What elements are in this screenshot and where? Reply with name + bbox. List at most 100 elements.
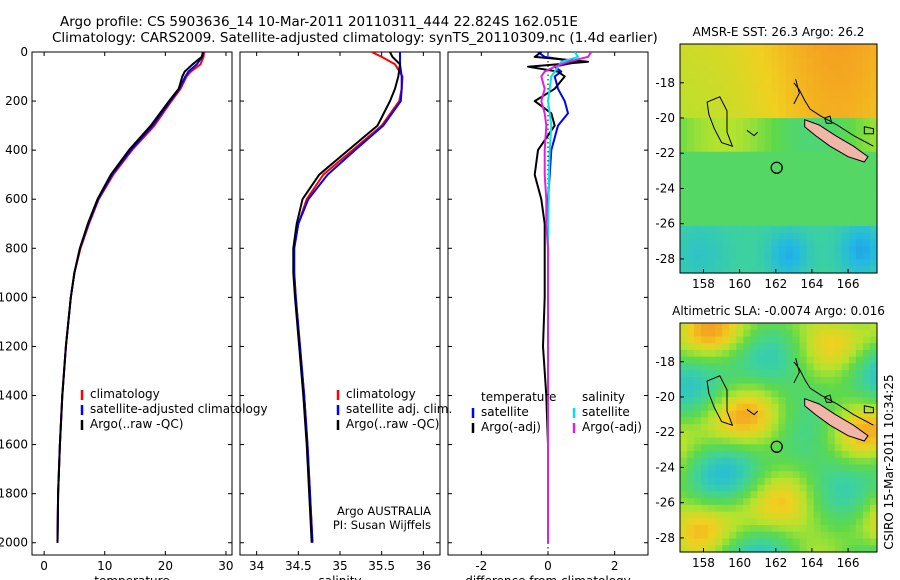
map-cell <box>799 343 808 351</box>
map-cell <box>764 376 773 385</box>
map-cell <box>680 498 688 506</box>
map-cell <box>771 131 780 139</box>
map-cell <box>778 457 787 466</box>
map-cell <box>722 131 730 139</box>
map-cell <box>750 185 758 193</box>
map-cell <box>862 259 871 267</box>
map-cell <box>785 484 794 492</box>
map-cell <box>855 457 864 466</box>
map-cell <box>841 91 850 99</box>
map-cell <box>771 70 780 79</box>
map-cell <box>764 518 773 526</box>
map-cell <box>834 212 843 220</box>
map-cell <box>708 84 716 92</box>
map-cell <box>855 323 864 331</box>
map-cell <box>862 531 871 540</box>
map-cell <box>869 219 878 227</box>
map-cell <box>848 91 857 99</box>
map-cell <box>827 185 836 193</box>
map-cell <box>729 430 737 439</box>
map-cell <box>778 219 787 227</box>
map-cell <box>799 397 808 405</box>
map-cell <box>736 225 744 234</box>
map-cell <box>764 97 773 106</box>
map-cell <box>764 525 773 533</box>
map-cell <box>750 64 758 72</box>
map-cell <box>687 205 695 213</box>
map-cell <box>820 525 829 533</box>
map-cell <box>862 266 871 274</box>
map-cell <box>722 84 730 92</box>
map-cell <box>680 323 688 331</box>
map-cell <box>687 91 695 99</box>
map-cell <box>841 104 850 112</box>
map-cell <box>785 525 794 533</box>
map-cell <box>687 124 695 133</box>
map-cell <box>792 266 801 274</box>
map-cell <box>855 477 864 486</box>
map-cell <box>799 246 808 254</box>
map-cell <box>750 138 758 146</box>
map-cell <box>827 525 836 533</box>
map-cell <box>743 464 751 472</box>
map-cell <box>680 266 688 274</box>
map-cell <box>771 471 780 479</box>
map-cell <box>750 390 758 398</box>
map-cell <box>694 246 702 254</box>
map-cell <box>715 259 723 267</box>
map-cell <box>701 84 709 92</box>
map-cell <box>862 484 871 492</box>
map-cell <box>715 77 723 86</box>
map-cell <box>687 511 695 519</box>
map-cell <box>764 185 773 193</box>
map-cell <box>813 383 822 391</box>
map-cell <box>869 266 878 274</box>
map-cell <box>764 198 773 207</box>
map-cell <box>792 403 801 412</box>
map-cell <box>722 205 730 213</box>
map-cell <box>736 437 744 445</box>
map-cell <box>729 349 737 358</box>
map-cell <box>715 410 723 418</box>
map-cell <box>848 545 857 553</box>
map-cell <box>799 444 808 452</box>
map-cell <box>869 205 878 213</box>
map-cell <box>715 131 723 139</box>
map-cell <box>778 118 787 126</box>
map-cell <box>687 323 695 331</box>
map-cell <box>848 397 857 405</box>
map-cell <box>715 178 723 187</box>
map-cell <box>806 498 815 506</box>
map-cell <box>855 376 864 385</box>
map-cell <box>687 424 695 432</box>
map-cell <box>813 246 822 254</box>
map-cell <box>771 376 780 385</box>
map-cell <box>680 259 688 267</box>
map-cell <box>736 171 744 180</box>
map-cell <box>841 464 850 472</box>
map-cell <box>694 457 702 466</box>
map-cell <box>778 124 787 133</box>
map-cell <box>869 138 878 146</box>
map-cell <box>799 104 808 112</box>
map-cell <box>764 225 773 234</box>
map-cell <box>736 511 744 519</box>
temperature-frame <box>31 51 233 556</box>
map-cell <box>855 545 864 553</box>
map-cell <box>694 205 702 213</box>
map-cell <box>687 491 695 499</box>
map-cell <box>820 336 829 344</box>
legend-entry: satellite-adjusted climatology <box>90 402 268 416</box>
map-cell <box>820 266 829 274</box>
map-cell <box>694 511 702 519</box>
map-cell <box>701 383 709 391</box>
map-cell <box>841 383 850 391</box>
map-cell <box>855 531 864 540</box>
map-cell <box>792 198 801 207</box>
map-cell <box>750 212 758 220</box>
map-cell <box>862 212 871 220</box>
map-cell <box>820 232 829 240</box>
map-cell <box>750 430 758 439</box>
map-cell <box>813 430 822 439</box>
map-cell <box>743 259 751 267</box>
